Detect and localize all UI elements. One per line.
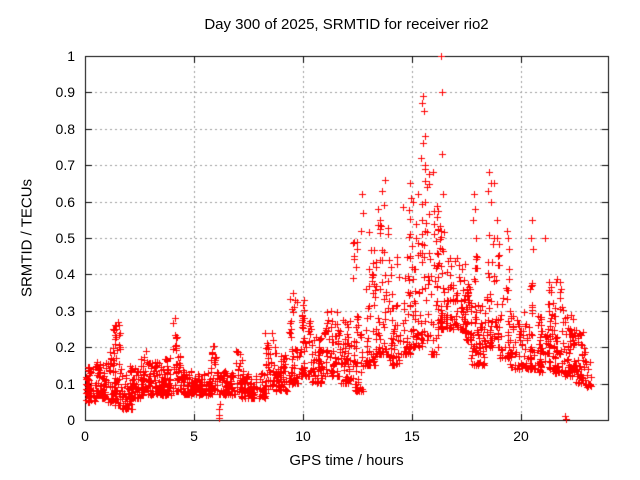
y-tick-label: 0.6	[55, 194, 75, 210]
x-tick-label: 5	[190, 428, 198, 444]
chart-title: Day 300 of 2025, SRMTID for receiver rio…	[204, 16, 489, 33]
y-tick-label: 0.5	[55, 230, 75, 246]
y-tick-label: 0.4	[55, 266, 75, 282]
y-tick-label: 0.1	[55, 376, 75, 392]
y-tick-label: 0.7	[55, 157, 75, 173]
x-tick-label: 0	[81, 428, 89, 444]
x-axis-label: GPS time / hours	[289, 452, 404, 469]
y-tick-label: 0.3	[55, 303, 75, 319]
y-tick-label: 0	[67, 412, 75, 428]
x-tick-label: 20	[513, 428, 529, 444]
y-tick-label: 0.9	[55, 84, 75, 100]
y-tick-label: 0.2	[55, 339, 75, 355]
x-tick-label: 10	[295, 428, 311, 444]
x-tick-label: 15	[404, 428, 420, 444]
y-tick-label: 1	[67, 48, 75, 64]
y-tick-label: 0.8	[55, 121, 75, 137]
